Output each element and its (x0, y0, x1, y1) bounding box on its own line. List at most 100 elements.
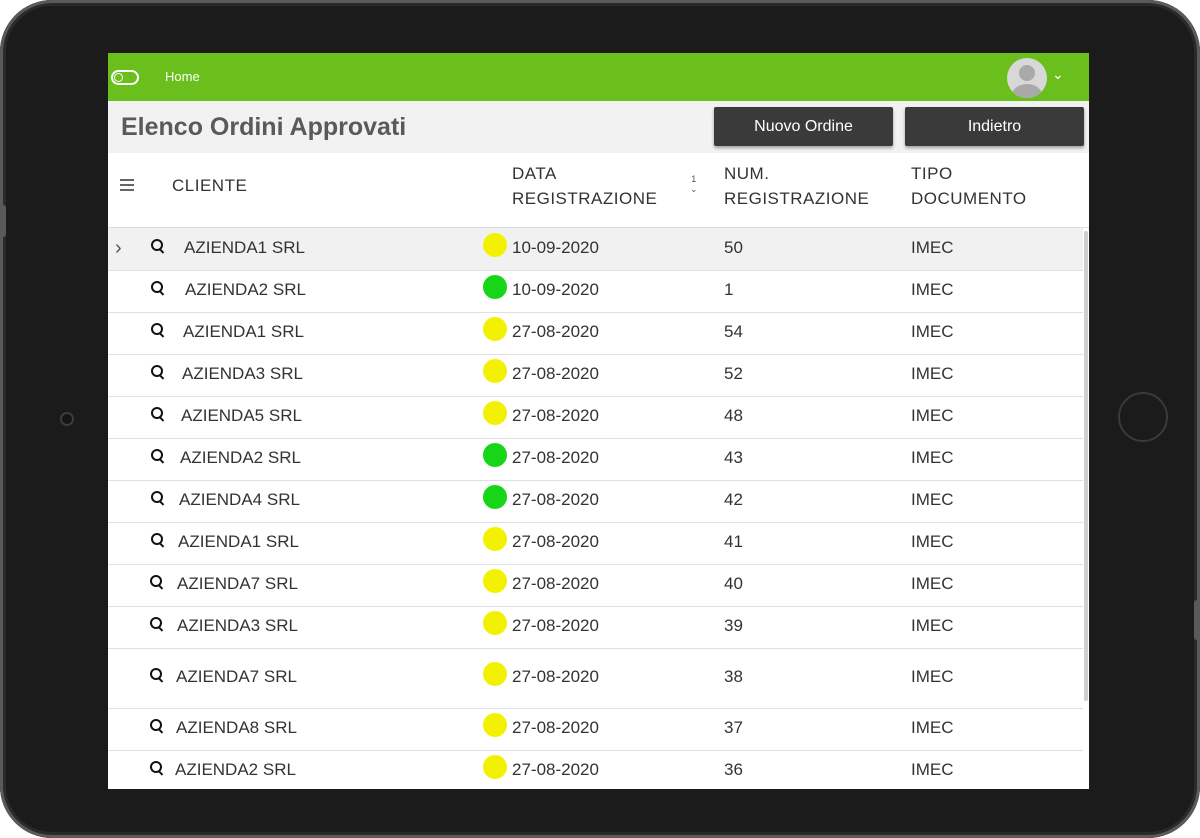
status-dot-icon (483, 713, 507, 737)
cell-data: 27-08-2020 (512, 322, 599, 341)
top-bar: Home ⌄ (108, 53, 1089, 101)
column-header-num-line2: REGISTRAZIONE (724, 189, 870, 208)
scrollbar[interactable] (1084, 231, 1088, 701)
cell-num: 48 (724, 406, 743, 425)
column-header-tipo[interactable]: TIPO DOCUMENTO (911, 161, 1027, 211)
status-dot-icon (483, 569, 507, 593)
side-button (0, 205, 6, 237)
status-dot-icon (483, 527, 507, 551)
cell-num: 50 (724, 238, 743, 257)
cell-num: 54 (724, 322, 743, 341)
table-row[interactable]: AZIENDA8 SRL 27-08-2020 37 IMEC (108, 708, 1083, 751)
sort-indicator-icon[interactable]: 1 ⌄ (690, 174, 698, 194)
status-dot-icon (483, 233, 507, 257)
search-icon[interactable] (151, 407, 165, 422)
search-icon[interactable] (151, 533, 165, 548)
cell-tipo: IMEC (911, 280, 954, 299)
status-dot-icon (483, 359, 507, 383)
column-header-tipo-line1: TIPO (911, 164, 953, 183)
table-row[interactable]: › AZIENDA1 SRL 10-09-2020 50 IMEC (108, 228, 1083, 271)
status-dot-icon (483, 275, 507, 299)
cell-tipo: IMEC (911, 718, 954, 737)
cell-cliente: AZIENDA4 SRL (179, 490, 300, 509)
cell-tipo: IMEC (911, 322, 954, 341)
cell-cliente: AZIENDA1 SRL (183, 322, 304, 341)
cell-data: 27-08-2020 (512, 532, 599, 551)
table-row[interactable]: AZIENDA3 SRL 27-08-2020 39 IMEC (108, 606, 1083, 649)
cell-tipo: IMEC (911, 760, 954, 779)
home-button-icon (1118, 392, 1168, 442)
table-row[interactable]: AZIENDA7 SRL 27-08-2020 38 IMEC (108, 648, 1083, 709)
search-icon[interactable] (150, 761, 164, 776)
cell-tipo: IMEC (911, 532, 954, 551)
cell-cliente: AZIENDA2 SRL (175, 760, 296, 779)
table-row[interactable]: AZIENDA2 SRL 27-08-2020 43 IMEC (108, 438, 1083, 481)
cell-num: 42 (724, 490, 743, 509)
home-link[interactable]: Home (165, 69, 200, 84)
cell-num: 40 (724, 574, 743, 593)
table-row[interactable]: AZIENDA3 SRL 27-08-2020 52 IMEC (108, 354, 1083, 397)
cell-tipo: IMEC (911, 364, 954, 383)
cell-data: 10-09-2020 (512, 238, 599, 257)
cell-num: 43 (724, 448, 743, 467)
cell-data: 27-08-2020 (512, 364, 599, 383)
sort-index: 1 (691, 174, 697, 184)
page-title: Elenco Ordini Approvati (121, 113, 407, 141)
cell-num: 41 (724, 532, 743, 551)
table-row[interactable]: AZIENDA2 SRL 27-08-2020 36 IMEC (108, 750, 1083, 789)
table-row[interactable]: AZIENDA5 SRL 27-08-2020 48 IMEC (108, 396, 1083, 439)
chevron-down-icon[interactable]: ⌄ (1052, 66, 1064, 82)
table-row[interactable]: AZIENDA7 SRL 27-08-2020 40 IMEC (108, 564, 1083, 607)
search-icon[interactable] (150, 617, 164, 632)
cell-cliente: AZIENDA1 SRL (184, 238, 305, 257)
side-button (1194, 600, 1200, 640)
cell-data: 27-08-2020 (512, 406, 599, 425)
cell-cliente: AZIENDA1 SRL (178, 532, 299, 551)
search-icon[interactable] (151, 239, 165, 254)
column-header-cliente[interactable]: CLIENTE (172, 176, 248, 195)
status-dot-icon (483, 401, 507, 425)
search-icon[interactable] (150, 719, 164, 734)
cell-num: 37 (724, 718, 743, 737)
back-button[interactable]: Indietro (905, 107, 1084, 146)
table-row[interactable]: AZIENDA2 SRL 10-09-2020 1 IMEC (108, 270, 1083, 313)
new-order-button[interactable]: Nuovo Ordine (714, 107, 893, 146)
cell-cliente: AZIENDA2 SRL (185, 280, 306, 299)
table-row[interactable]: AZIENDA1 SRL 27-08-2020 54 IMEC (108, 312, 1083, 355)
cell-data: 27-08-2020 (512, 616, 599, 635)
app-screen: Home ⌄ Elenco Ordini Approvati Nuovo Ord… (108, 53, 1089, 789)
cell-data: 27-08-2020 (512, 718, 599, 737)
cell-tipo: IMEC (911, 490, 954, 509)
cell-cliente: AZIENDA2 SRL (180, 448, 301, 467)
toggle-icon[interactable] (111, 70, 139, 85)
table-row[interactable]: AZIENDA4 SRL 27-08-2020 42 IMEC (108, 480, 1083, 523)
table-row[interactable]: AZIENDA1 SRL 27-08-2020 41 IMEC (108, 522, 1083, 565)
search-icon[interactable] (150, 575, 164, 590)
cell-cliente: AZIENDA7 SRL (176, 667, 297, 686)
cell-tipo: IMEC (911, 448, 954, 467)
search-icon[interactable] (151, 449, 165, 464)
expand-row-icon[interactable]: › (115, 237, 122, 259)
menu-icon[interactable] (120, 179, 134, 191)
search-icon[interactable] (150, 668, 164, 683)
search-icon[interactable] (151, 365, 165, 380)
cell-data: 10-09-2020 (512, 280, 599, 299)
cell-cliente: AZIENDA7 SRL (177, 574, 298, 593)
search-icon[interactable] (151, 491, 165, 506)
search-icon[interactable] (151, 323, 165, 338)
cell-cliente: AZIENDA5 SRL (181, 406, 302, 425)
user-avatar-icon[interactable] (1007, 58, 1047, 98)
cell-cliente: AZIENDA3 SRL (177, 616, 298, 635)
cell-data: 27-08-2020 (512, 448, 599, 467)
cell-data: 27-08-2020 (512, 667, 599, 686)
page-header: Elenco Ordini Approvati Nuovo Ordine Ind… (108, 101, 1089, 153)
column-header-num[interactable]: NUM. REGISTRAZIONE (724, 161, 869, 211)
search-icon[interactable] (151, 281, 165, 296)
cell-data: 27-08-2020 (512, 574, 599, 593)
cell-num: 52 (724, 364, 743, 383)
status-dot-icon (483, 443, 507, 467)
camera-icon (60, 412, 74, 426)
table-header: CLIENTE DATA REGISTRAZIONE 1 ⌄ NUM. REGI… (108, 153, 1089, 228)
column-header-data[interactable]: DATA REGISTRAZIONE (512, 161, 657, 211)
column-header-tipo-line2: DOCUMENTO (911, 189, 1027, 208)
